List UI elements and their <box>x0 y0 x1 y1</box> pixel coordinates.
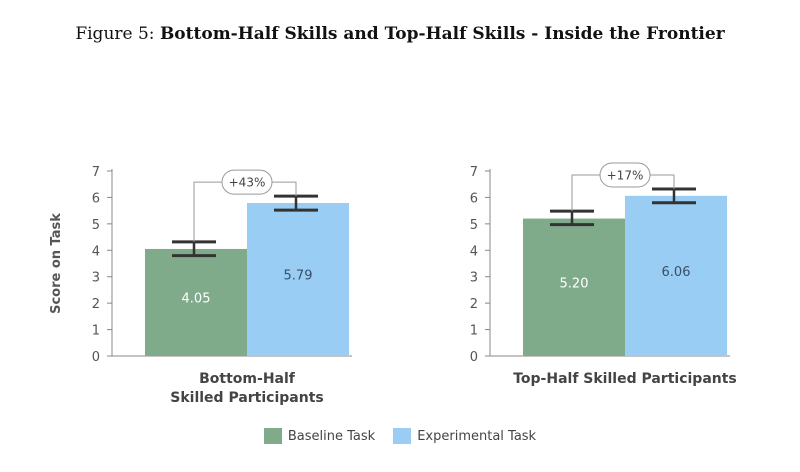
annotation-bracket-left-0 <box>193 181 222 242</box>
legend-item-experimental: Experimental Task <box>393 428 536 444</box>
y-tick-label-0: 7 <box>92 165 100 180</box>
category-label-0: Bottom-Half <box>199 371 296 387</box>
y-tick-label-0: 6 <box>92 191 100 206</box>
bar-baseline-0 <box>145 248 247 356</box>
bar-experimental-0 <box>247 202 349 356</box>
y-tick-label-0: 0 <box>92 350 100 365</box>
y-tick-label-1: 3 <box>470 271 478 286</box>
annotation-bracket-left-1 <box>571 174 600 212</box>
legend-item-baseline: Baseline Task <box>263 428 376 444</box>
y-tick-label-1: 7 <box>470 165 478 180</box>
annotation-oval-1 <box>599 162 651 188</box>
data-label-baseline-1: 5.20 <box>560 276 589 291</box>
annotation-bracket-right-1 <box>650 174 675 189</box>
y-tick-label-0: 3 <box>92 271 100 286</box>
y-tick-label-1: 4 <box>470 244 478 259</box>
legend: Baseline Task Experimental Task <box>0 428 800 444</box>
category-label-0: Skilled Participants <box>170 390 323 406</box>
data-label-baseline-0: 4.05 <box>182 291 211 306</box>
annotation-label-1: +17% <box>607 168 644 182</box>
bar-baseline-1 <box>523 218 625 356</box>
legend-swatch-baseline <box>263 428 282 444</box>
y-tick-label-1: 0 <box>470 350 478 365</box>
y-tick-label-1: 5 <box>470 218 478 233</box>
figure-title: Bottom-Half Skills and Top-Half Skills -… <box>159 24 725 44</box>
category-label-1: Top-Half Skilled Participants <box>513 371 737 387</box>
y-tick-label-0: 1 <box>92 324 100 339</box>
annotation-oval-0 <box>221 169 273 195</box>
y-tick-label-1: 1 <box>470 324 478 339</box>
legend-label-baseline: Baseline Task <box>287 428 376 444</box>
y-tick-label-0: 5 <box>92 218 100 233</box>
bar-experimental-1 <box>625 195 727 356</box>
figure-caption: Figure 5: Bottom-Half Skills and Top-Hal… <box>0 24 800 44</box>
y-axis-label-0: Score on Task <box>49 213 64 314</box>
data-label-experimental-0: 5.79 <box>284 268 313 283</box>
data-label-experimental-1: 6.06 <box>662 265 691 280</box>
figure-prefix: Figure 5: <box>75 24 155 44</box>
annotation-bracket-right-0 <box>272 181 297 197</box>
legend-swatch-experimental <box>393 428 412 444</box>
y-tick-label-0: 4 <box>92 244 100 259</box>
legend-label-experimental: Experimental Task <box>417 428 537 444</box>
y-tick-label-1: 6 <box>470 191 478 206</box>
y-tick-label-0: 2 <box>92 297 100 312</box>
y-tick-label-1: 2 <box>470 297 478 312</box>
annotation-label-0: +43% <box>229 176 266 190</box>
